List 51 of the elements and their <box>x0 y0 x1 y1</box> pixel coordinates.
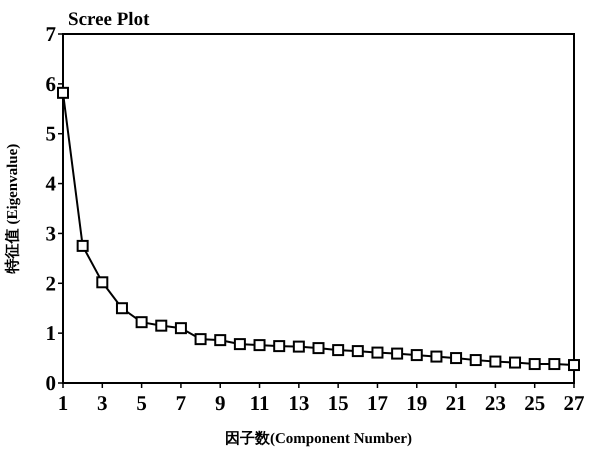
y-axis-title: 特征值 (Eigenvalue) <box>4 144 21 274</box>
point <box>57 86 69 99</box>
x-tick-label: 23 <box>484 391 506 415</box>
point <box>568 359 580 372</box>
x-tick-label: 5 <box>136 391 147 415</box>
point <box>509 356 522 369</box>
point <box>76 240 89 252</box>
point <box>155 320 168 332</box>
point <box>450 352 462 364</box>
y-tick-label: 1 <box>46 321 56 346</box>
y-tick-label: 3 <box>46 221 56 246</box>
y-tick-label: 6 <box>46 72 56 96</box>
x-tick-label: 27 <box>564 391 584 415</box>
point <box>332 344 344 356</box>
x-tick-label: 17 <box>366 391 388 415</box>
point <box>116 302 128 314</box>
point <box>312 342 324 354</box>
y-tick-label: 5 <box>46 122 56 146</box>
point <box>548 358 560 370</box>
y-tick-label: 0 <box>46 371 56 395</box>
point <box>352 345 364 358</box>
point <box>254 339 266 352</box>
point <box>136 316 148 328</box>
point <box>391 348 404 360</box>
x-tick-label: 19 <box>406 391 428 415</box>
point <box>410 349 423 362</box>
point <box>470 354 482 366</box>
x-tick-label: 25 <box>524 391 546 415</box>
x-tick-label: 21 <box>446 391 467 415</box>
point <box>234 338 246 350</box>
point <box>273 340 286 352</box>
point <box>371 346 384 359</box>
point <box>96 276 108 288</box>
point <box>430 350 442 363</box>
chart-title: Scree Plot <box>68 9 150 30</box>
point <box>174 322 187 334</box>
x-tick-label: 3 <box>97 391 108 415</box>
point <box>194 333 207 346</box>
x-tick-label: 13 <box>288 391 310 415</box>
x-tick-label: 9 <box>214 391 226 415</box>
x-tick-label: 7 <box>176 391 186 415</box>
point <box>214 334 226 346</box>
point <box>292 340 305 353</box>
y-tick-label: 4 <box>46 172 56 196</box>
y-tick-label: 7 <box>46 22 56 46</box>
x-tick-label: 15 <box>328 391 349 415</box>
point <box>528 358 541 370</box>
x-tick-label: 11 <box>250 391 270 415</box>
point <box>489 356 502 368</box>
y-tick-label: 2 <box>46 271 56 296</box>
x-axis-title: 因子数(Component Number) <box>224 430 412 447</box>
